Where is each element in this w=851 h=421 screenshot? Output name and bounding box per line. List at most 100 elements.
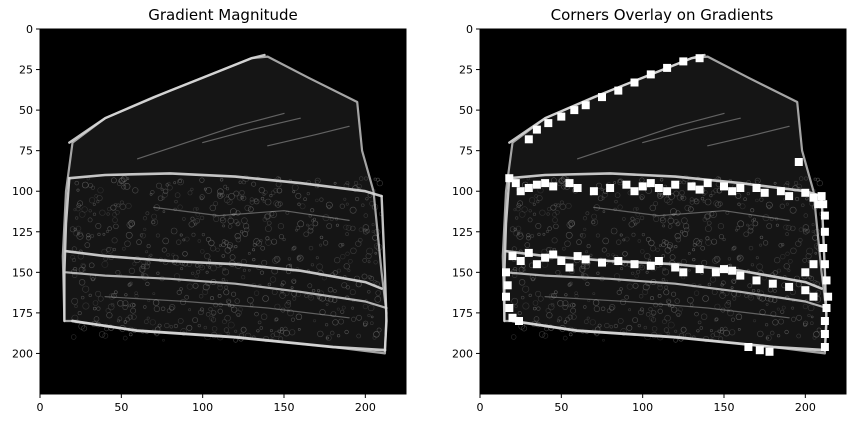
corner-marker <box>671 180 680 189</box>
corner-marker <box>630 78 639 87</box>
texture-speck <box>614 192 621 198</box>
texture-speck <box>714 303 721 310</box>
texture-speck <box>790 247 797 255</box>
texture-speck <box>262 192 266 196</box>
texture-speck <box>679 230 684 234</box>
texture-speck <box>663 327 670 333</box>
texture-speck <box>680 195 684 200</box>
texture-speck <box>604 322 610 329</box>
texture-speck <box>662 214 666 217</box>
texture-speck <box>370 315 374 319</box>
texture-speck <box>233 190 240 197</box>
texture-speck <box>602 237 610 245</box>
texture-speck <box>532 202 536 206</box>
texture-speck <box>774 217 779 221</box>
texture-speck <box>119 200 124 205</box>
texture-speck <box>310 263 315 267</box>
texture-speck <box>134 293 139 298</box>
texture-speck <box>136 239 142 245</box>
texture-speck <box>757 296 760 300</box>
corner-marker <box>646 70 655 79</box>
texture-speck <box>717 329 721 333</box>
texture-speck <box>161 247 167 253</box>
texture-speck <box>581 273 585 277</box>
texture-speck <box>286 299 292 305</box>
texture-speck <box>515 206 521 212</box>
texture-speck <box>676 194 683 201</box>
texture-speck <box>622 217 626 221</box>
texture-speck <box>669 208 677 216</box>
texture-speck <box>683 227 690 233</box>
texture-speck <box>241 275 246 280</box>
texture-speck <box>150 190 155 195</box>
texture-speck <box>367 313 371 318</box>
corner-marker <box>695 54 704 63</box>
texture-speck <box>138 265 146 273</box>
texture-speck <box>160 187 164 191</box>
texture-speck <box>69 226 76 233</box>
texture-speck <box>278 234 284 240</box>
texture-speck <box>754 177 761 184</box>
texture-speck <box>315 198 319 203</box>
texture-speck <box>165 183 169 187</box>
texture-speck <box>208 239 215 246</box>
corner-marker <box>630 260 639 269</box>
texture-speck <box>562 335 568 341</box>
texture-speck <box>732 296 737 301</box>
texture-speck <box>551 237 558 244</box>
texture-speck <box>637 239 641 243</box>
texture-speck <box>702 295 709 302</box>
texture-speck <box>773 181 777 185</box>
texture-speck <box>737 255 742 260</box>
texture-speck <box>726 309 730 313</box>
texture-speck <box>622 238 626 242</box>
texture-speck <box>562 246 566 251</box>
texture-speck <box>532 212 537 216</box>
texture-speck <box>280 307 286 313</box>
texture-speck <box>269 211 275 217</box>
texture-speck <box>714 257 721 263</box>
texture-speck <box>718 234 724 240</box>
frosting-edge <box>68 172 383 198</box>
texture-speck <box>548 293 556 300</box>
inner-edge <box>642 117 741 144</box>
texture-speck <box>757 295 763 301</box>
corner-marker <box>728 266 737 275</box>
texture-speck <box>111 293 117 299</box>
texture-speck <box>205 236 211 242</box>
corner-markers <box>502 54 833 356</box>
texture-speck <box>124 240 131 247</box>
cake-body <box>502 56 827 354</box>
texture-speck <box>565 316 570 322</box>
texture-speck <box>222 224 226 228</box>
texture-speck <box>518 211 526 218</box>
texture-speck <box>195 207 199 211</box>
texture-speck <box>693 290 700 296</box>
texture-speck <box>241 217 248 224</box>
left-edge <box>63 176 71 323</box>
y-tick-label: 25 <box>459 64 473 77</box>
texture-speck <box>522 268 526 272</box>
texture-speck <box>762 214 770 222</box>
texture-speck <box>180 267 184 271</box>
texture-speck <box>174 199 178 204</box>
texture-speck <box>564 240 571 247</box>
texture-speck <box>249 197 254 202</box>
texture-speck <box>98 331 106 338</box>
texture-speck <box>816 177 820 182</box>
texture-speck <box>80 295 85 300</box>
y-tick-label: 100 <box>452 185 473 198</box>
texture-speck <box>641 233 646 237</box>
texture-speck <box>73 208 77 212</box>
texture-speck <box>532 306 537 311</box>
texture-speck <box>227 300 231 304</box>
texture-speck <box>297 327 301 331</box>
texture-speck <box>559 203 566 210</box>
texture-speck <box>235 309 242 317</box>
texture-speck <box>562 304 568 311</box>
texture-speck <box>376 180 383 187</box>
texture-speck <box>789 206 797 214</box>
texture-speck <box>781 305 786 310</box>
texture-speck <box>202 283 210 291</box>
texture-speck <box>306 192 310 196</box>
